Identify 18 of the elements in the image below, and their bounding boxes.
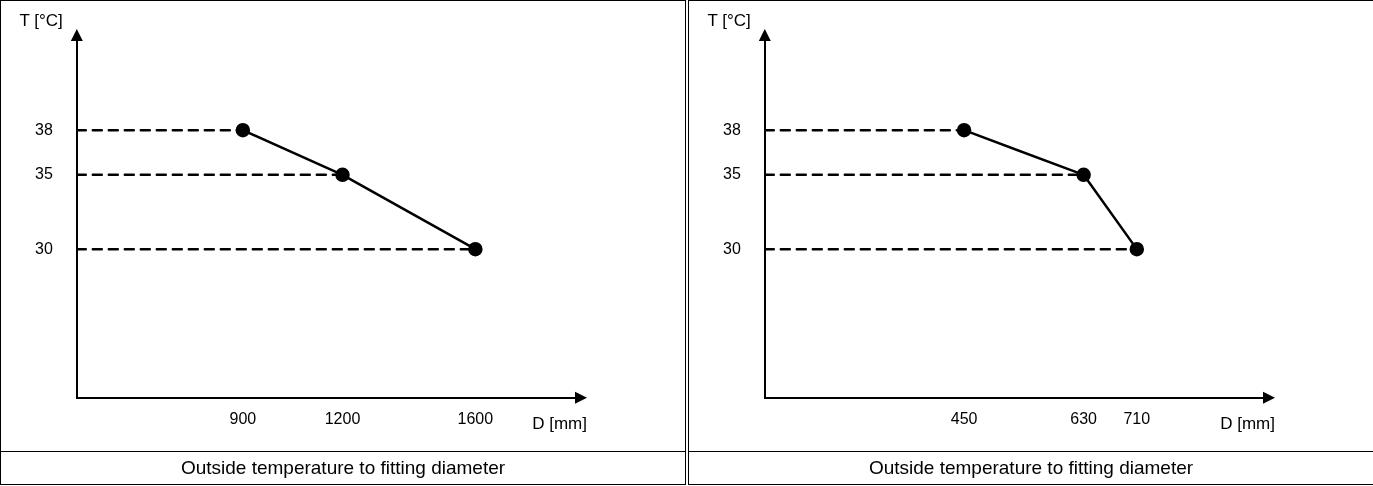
x-tick-label: 900 [229, 409, 257, 427]
x-tick-label: 630 [1070, 409, 1098, 427]
y-tick-label: 30 [35, 239, 53, 257]
x-axis-title: D [mm] [1220, 413, 1275, 433]
text: Outside temperature to fitting diameter [689, 451, 1373, 484]
x-tick-label: 1200 [324, 409, 361, 427]
x-axis-title: D [mm] [532, 413, 587, 433]
x-tick-label: 1600 [457, 409, 494, 427]
y-tick-label: 38 [35, 120, 53, 138]
y-tick-label: 38 [723, 120, 741, 138]
y-tick-label: 35 [723, 165, 741, 183]
y-tick-label: 30 [723, 239, 741, 257]
x-tick-label: 710 [1123, 409, 1151, 427]
x-tick-label: 450 [950, 409, 978, 427]
y-tick-label: 35 [35, 165, 53, 183]
text: Outside temperature to fitting diameter [1, 451, 685, 484]
y-axis-title: T [°C] [19, 11, 63, 31]
y-axis-title: T [°C] [707, 11, 751, 31]
